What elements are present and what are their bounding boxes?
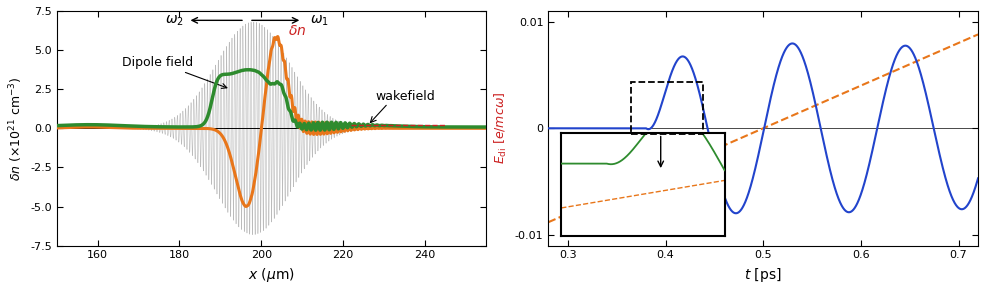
Y-axis label: $\delta n$ ($\times 10^{21}$ cm$^{-3}$): $\delta n$ ($\times 10^{21}$ cm$^{-3}$): [7, 76, 25, 181]
Text: wakefield: wakefield: [376, 91, 435, 104]
Text: $\omega_1$: $\omega_1$: [310, 13, 329, 28]
Text: Dipole field: Dipole field: [122, 56, 227, 88]
X-axis label: $t$ [ps]: $t$ [ps]: [745, 266, 782, 284]
Bar: [631, 82, 702, 134]
Text: $\delta n$: $\delta n$: [288, 24, 306, 38]
Y-axis label: $E_{\rm di}$ [$e/mc\omega$]: $E_{\rm di}$ [$e/mc\omega$]: [493, 92, 509, 164]
Text: $\omega_2$: $\omega_2$: [164, 13, 183, 28]
X-axis label: $x$ ($\mu$m): $x$ ($\mu$m): [248, 266, 295, 284]
